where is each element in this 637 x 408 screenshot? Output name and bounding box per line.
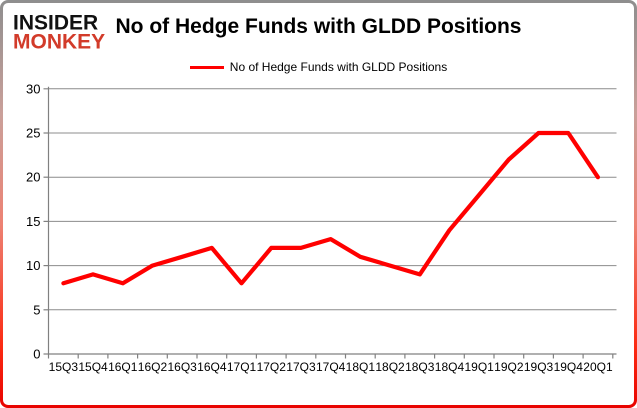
- x-axis-label-16Q1: 16Q1: [108, 360, 138, 374]
- y-axis-label-25: 25: [26, 126, 40, 141]
- x-axis-label-16Q4: 16Q4: [197, 360, 227, 374]
- x-axis-label-17Q3: 17Q3: [286, 360, 316, 374]
- line-chart-plot: 0 5 10 15 20 25 30 15Q3 15Q4 16Q1 16Q2 16Q3 16Q4 17Q1…: [26, 81, 617, 374]
- logo-text-insider: INSIDER: [13, 10, 99, 35]
- x-axis-label-17Q1: 17Q1: [227, 360, 257, 374]
- x-axis-label-19Q4: 19Q4: [554, 360, 584, 374]
- legend-label: No of Hedge Funds with GLDD Positions: [229, 60, 448, 74]
- x-axis-label-19Q1: 19Q1: [464, 360, 494, 374]
- chart-title: No of Hedge Funds with GLDD Positions: [115, 15, 522, 38]
- x-axis-label-15Q4: 15Q4: [78, 360, 108, 374]
- y-axis-label-20: 20: [26, 170, 40, 185]
- y-axis-label-30: 30: [26, 81, 40, 96]
- insider-monkey-logo: INSIDER MONKEY: [13, 12, 105, 53]
- y-axis-label-5: 5: [33, 302, 40, 317]
- x-axis-label-16Q2: 16Q2: [138, 360, 168, 374]
- legend-line-marker: [189, 65, 224, 69]
- x-axis-label-18Q4: 18Q4: [435, 360, 465, 374]
- y-axis-label-0: 0: [33, 347, 40, 362]
- y-axis-label-10: 10: [26, 258, 40, 273]
- logo-text-monkey: MONKEY: [13, 30, 106, 54]
- data-series-line-0: [61, 130, 601, 286]
- y-axis-label-15: 15: [26, 214, 40, 229]
- chart-canvas: INSIDER MONKEY No of Hedge Funds with GL…: [3, 3, 634, 405]
- x-axis-label-20Q1: 20Q1: [583, 360, 613, 374]
- x-axis-label-16Q3: 16Q3: [167, 360, 197, 374]
- x-axis-label-18Q3: 18Q3: [405, 360, 435, 374]
- x-axis-label-19Q2: 19Q2: [494, 360, 524, 374]
- x-axis-label-18Q1: 18Q1: [346, 360, 376, 374]
- x-axis-label-15Q3: 15Q3: [49, 360, 79, 374]
- x-axis-label-17Q2: 17Q2: [257, 360, 287, 374]
- x-axis-label-18Q2: 18Q2: [375, 360, 405, 374]
- chart-legend: No of Hedge Funds with GLDD Positions: [3, 60, 634, 74]
- x-axis-label-17Q4: 17Q4: [316, 360, 346, 374]
- x-axis-label-19Q3: 19Q3: [524, 360, 554, 374]
